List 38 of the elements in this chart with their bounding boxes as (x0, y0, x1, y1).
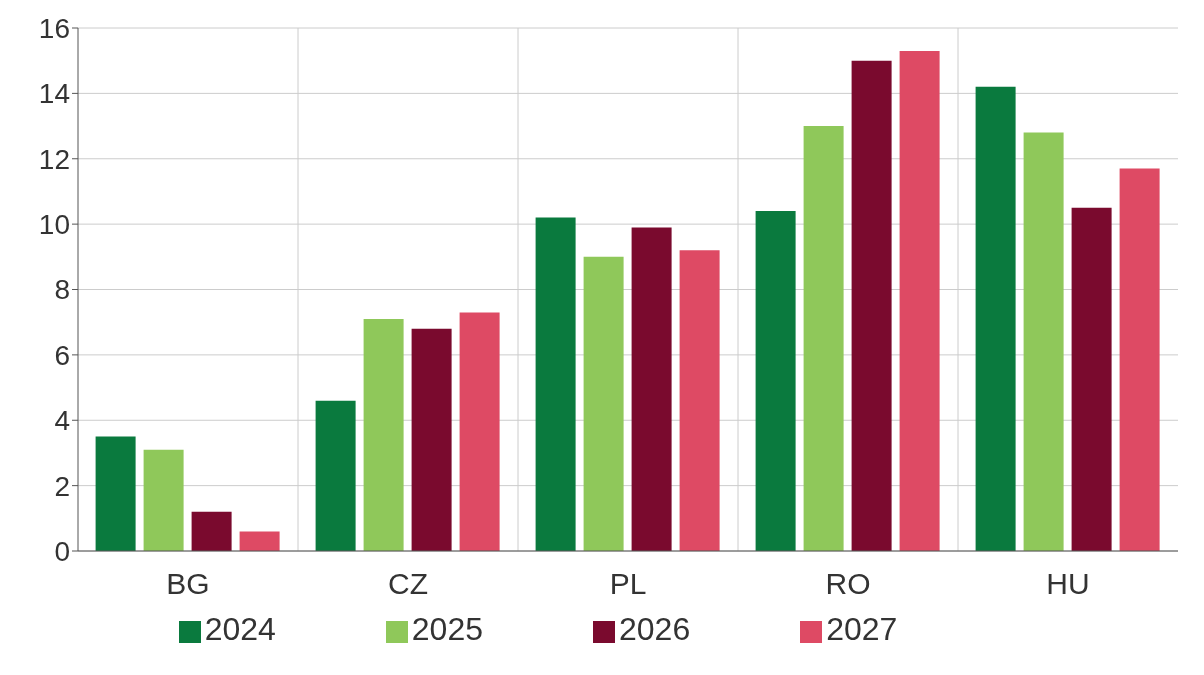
bar (755, 211, 796, 551)
y-tick-label: 10 (38, 209, 70, 241)
bar (143, 449, 184, 551)
legend-label: 2025 (411, 611, 483, 647)
bar (975, 86, 1016, 551)
y-tick-label: 14 (38, 78, 70, 110)
legend-label: 2024 (204, 611, 276, 647)
y-tick-label: 6 (54, 339, 70, 371)
bar (411, 328, 452, 551)
x-tick-label: RO (825, 567, 871, 601)
bar (803, 126, 844, 551)
x-tick-label: HU (1046, 567, 1090, 601)
bar (95, 436, 136, 551)
bar (851, 60, 892, 551)
bar (191, 511, 232, 551)
x-tick-label: PL (609, 567, 647, 601)
x-tick-label: CZ (388, 567, 428, 601)
bar (1119, 168, 1160, 551)
bar (1071, 207, 1112, 551)
bar (899, 50, 940, 551)
y-tick-label: 4 (54, 405, 70, 437)
bar (239, 531, 280, 551)
bar (535, 217, 576, 551)
bar (679, 250, 720, 551)
legend-label: 2026 (619, 611, 691, 647)
y-tick-label: 12 (38, 143, 70, 175)
bar (631, 227, 672, 551)
bar (583, 256, 624, 551)
legend-label: 2027 (826, 611, 898, 647)
bar (363, 318, 404, 551)
bar (459, 312, 500, 551)
bar (1023, 132, 1064, 551)
y-tick-label: 16 (38, 12, 70, 44)
y-tick-label: 2 (54, 470, 70, 502)
bar (315, 400, 356, 551)
y-tick-label: 8 (54, 274, 70, 306)
y-tick-label: 0 (54, 535, 70, 567)
x-tick-label: BG (166, 567, 210, 601)
